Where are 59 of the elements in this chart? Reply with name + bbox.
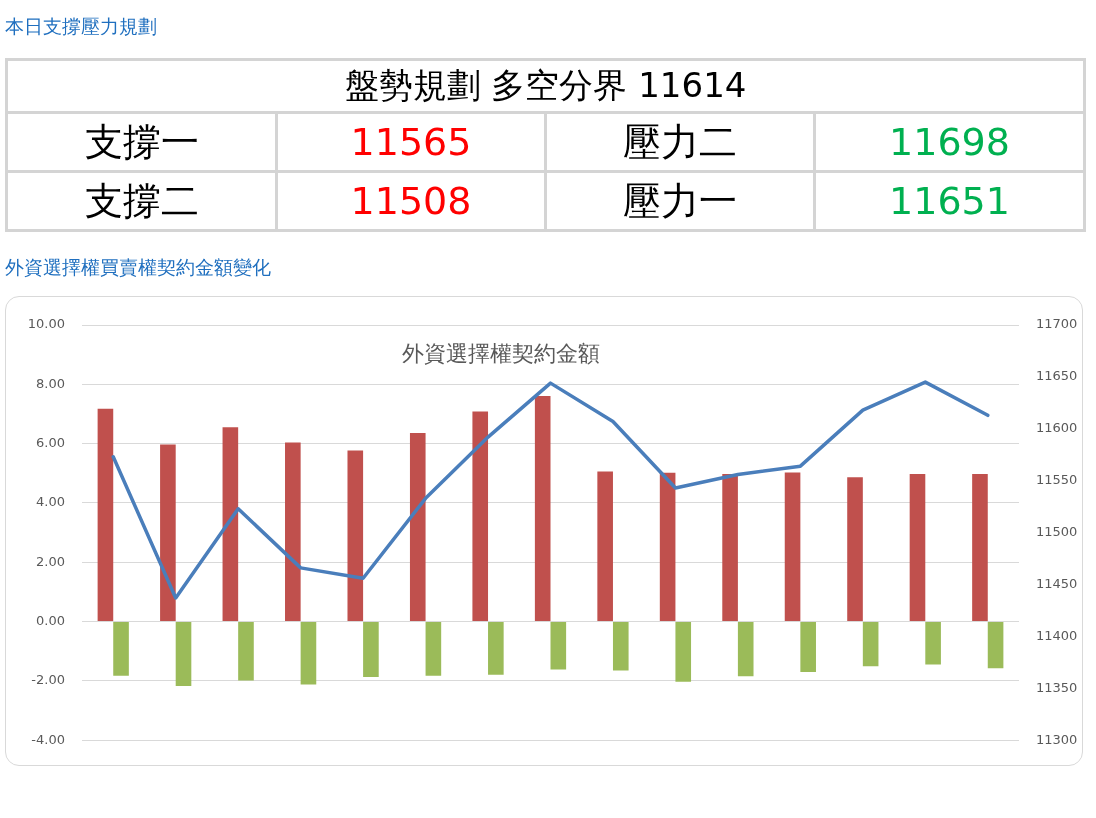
bar [862, 622, 879, 667]
chart-title: 外資選擇權買賣權契約金額變化 [5, 256, 272, 278]
bar [972, 473, 988, 622]
bar [160, 444, 176, 622]
y-tick-label: 8.00 [36, 375, 65, 391]
data-label: 11698 [814, 112, 1085, 172]
bar [238, 622, 254, 681]
bar [659, 472, 676, 622]
data-label: 11651 [814, 171, 1085, 231]
bar [612, 622, 629, 671]
y2-tick-label: 11350 [1036, 679, 1078, 695]
category-label: 支撐二 [6, 171, 277, 231]
y2-tick-label: 11500 [1036, 523, 1078, 539]
text: 外資選擇權契約金額 [401, 340, 600, 366]
y-tick-label: -2.00 [31, 672, 65, 688]
bar [300, 622, 317, 685]
bar [987, 622, 1004, 669]
bar [722, 473, 738, 622]
category-label: 壓力二 [545, 112, 815, 172]
y-tick-label: 4.00 [36, 494, 65, 510]
bar [847, 477, 863, 622]
bar [597, 471, 613, 622]
bar [925, 622, 941, 665]
bar [363, 622, 379, 678]
category-label: 支撐一 [6, 112, 277, 172]
y2-tick-label: 11300 [1036, 731, 1078, 747]
y-tick-label: 2.00 [36, 553, 65, 569]
bar [222, 427, 239, 622]
y2-tick-label: 11700 [1036, 316, 1078, 332]
text: 盤勢規劃 多空分界 11614 [6, 59, 1085, 113]
bar [488, 622, 504, 675]
bar [800, 622, 816, 672]
y2-tick-label: 11650 [1036, 368, 1078, 384]
y2-tick-label: 11550 [1036, 472, 1078, 488]
bar [550, 622, 567, 670]
bar [534, 395, 551, 622]
y-tick-label: 10.00 [27, 316, 65, 332]
bar [113, 622, 129, 676]
bar [784, 472, 801, 622]
y-tick-label: -4.00 [31, 731, 65, 747]
bar [285, 442, 301, 622]
data-label: 11565 [276, 112, 546, 172]
y-tick-label: 0.00 [36, 612, 65, 628]
bar [425, 622, 442, 676]
category-label: 壓力一 [545, 171, 815, 231]
bar [409, 432, 426, 622]
bar [737, 622, 754, 677]
bar [347, 450, 364, 622]
bar [175, 622, 192, 686]
y2-tick-label: 11600 [1036, 420, 1078, 436]
y2-tick-label: 11400 [1036, 627, 1078, 643]
data-label: 11508 [276, 171, 546, 231]
bar [675, 622, 692, 682]
bar [472, 411, 489, 622]
y-tick-label: 6.00 [36, 435, 65, 450]
text: 本日支撐壓力規劃 [5, 15, 158, 37]
bar [909, 473, 926, 622]
y2-tick-label: 11450 [1036, 575, 1078, 591]
bar [97, 408, 114, 622]
